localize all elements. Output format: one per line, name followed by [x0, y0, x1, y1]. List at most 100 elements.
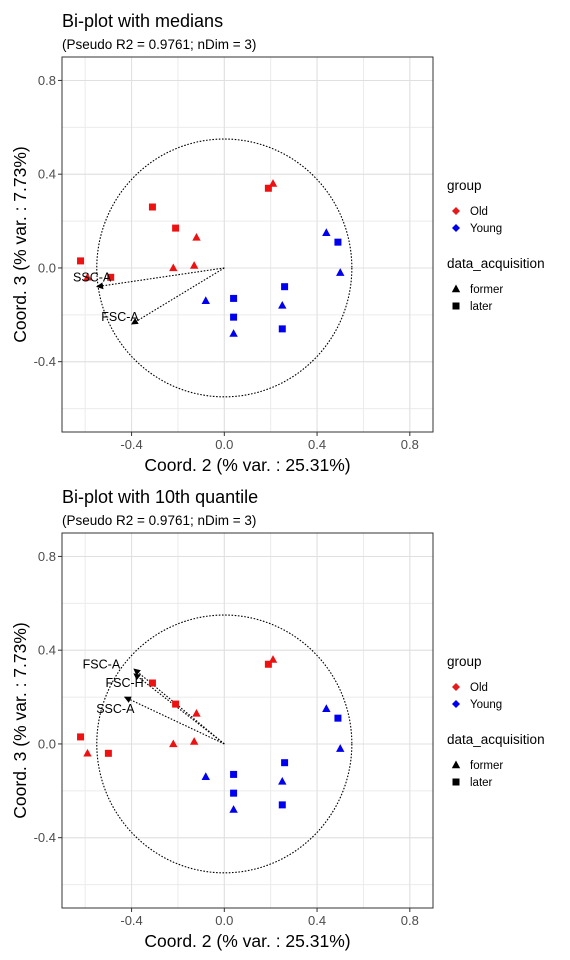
x-tick-label: 0.0 — [215, 437, 233, 452]
legend-group-label: Young — [470, 699, 502, 711]
data-point — [169, 263, 178, 272]
y-tick-label: 0.4 — [38, 167, 56, 182]
plot-area — [62, 533, 433, 908]
data-point — [278, 776, 287, 785]
y-tick-label: 0.8 — [38, 73, 56, 88]
plot-area — [62, 57, 433, 432]
data-point — [322, 704, 331, 712]
y-tick-label: 0.4 — [38, 643, 56, 658]
x-tick-label: -0.4 — [120, 437, 142, 452]
legend-acq-label: former — [470, 760, 503, 772]
chart-title: Bi-plot with medians — [62, 11, 223, 31]
data-point — [264, 660, 272, 668]
data-point — [322, 228, 331, 236]
x-tick-label: -0.4 — [120, 913, 142, 928]
data-point — [336, 744, 345, 752]
data-point — [268, 655, 278, 663]
data-point — [189, 737, 199, 745]
legend-diamond-icon — [452, 683, 460, 691]
data-point — [148, 679, 156, 687]
legend-group-title: group — [447, 178, 482, 193]
legend-triangle-icon — [451, 760, 461, 769]
arrow-label: FSC-A — [83, 657, 121, 671]
data-point — [230, 770, 238, 778]
legend-acq-title: data_acquisition — [447, 256, 545, 271]
chart-panel-2: Bi-plot with 10th quantile (Pseudo R2 = 0… — [10, 487, 545, 951]
data-point — [169, 739, 178, 748]
data-point — [172, 700, 180, 708]
loading-arrow — [96, 267, 225, 290]
x-tick-label: 0.8 — [401, 437, 419, 452]
data-point — [281, 759, 289, 767]
correlation-circle — [96, 614, 353, 874]
x-tick-label: 0.4 — [308, 913, 326, 928]
data-point — [230, 294, 238, 302]
data-point — [192, 708, 201, 717]
legend-square-icon — [452, 302, 460, 310]
data-point — [229, 329, 238, 337]
x-tick-label: 0.4 — [308, 437, 326, 452]
data-point — [172, 224, 180, 232]
data-point — [83, 748, 92, 757]
loading-arrow — [130, 267, 225, 325]
panel-border — [61, 532, 434, 909]
legend-acq-label: later — [470, 301, 493, 313]
data-point — [77, 733, 85, 741]
chart-subtitle: (Pseudo R2 = 0.9761; nDim = 3) — [62, 513, 256, 528]
data-point — [278, 325, 286, 333]
legend-diamond-icon — [452, 700, 460, 708]
y-tick-label: -0.4 — [34, 830, 56, 845]
data-point — [230, 313, 238, 321]
x-tick-label: 0.8 — [401, 913, 419, 928]
grid-lines — [62, 533, 433, 908]
data-point — [278, 300, 287, 309]
data-point — [104, 749, 112, 757]
chart-panel-1: Bi-plot with medians (Pseudo R2 = 0.9761;… — [10, 11, 545, 475]
data-point — [148, 203, 156, 211]
data-point — [268, 179, 278, 187]
data-point — [230, 789, 238, 797]
chart-subtitle: (Pseudo R2 = 0.9761; nDim = 3) — [62, 37, 256, 52]
legend-group-title: group — [447, 654, 482, 669]
legend-square-icon — [452, 778, 460, 786]
legend-group-label: Old — [470, 682, 488, 694]
legend-acq-label: later — [470, 777, 493, 789]
y-axis-label: Coord. 3 (% var. : 7.73%) — [10, 622, 30, 818]
correlation-circle — [96, 138, 353, 398]
data-point — [281, 283, 289, 291]
legend-diamond-icon — [452, 224, 460, 232]
grid-lines — [62, 57, 433, 432]
x-axis-label: Coord. 2 (% var. : 25.31%) — [144, 455, 350, 475]
x-axis-label: Coord. 2 (% var. : 25.31%) — [144, 931, 350, 951]
data-point — [334, 238, 342, 246]
data-point — [201, 772, 210, 780]
data-point — [201, 296, 210, 304]
data-point — [278, 801, 286, 809]
data-point — [77, 257, 85, 265]
y-axis-label: Coord. 3 (% var. : 7.73%) — [10, 146, 30, 342]
y-tick-label: 0.0 — [38, 736, 56, 751]
data-point — [229, 805, 238, 813]
arrow-label: SSC-A — [96, 702, 135, 716]
data-point — [83, 272, 92, 281]
data-point — [192, 232, 201, 241]
legend-group-label: Young — [470, 223, 502, 235]
data-point — [334, 714, 342, 722]
legend-acq-title: data_acquisition — [447, 732, 545, 747]
y-tick-label: 0.8 — [38, 549, 56, 564]
data-point — [189, 261, 199, 269]
legend-triangle-icon — [451, 284, 461, 293]
chart-title: Bi-plot with 10th quantile — [62, 487, 258, 507]
data-point — [107, 273, 115, 281]
arrow-label: SSC-A — [73, 270, 112, 284]
y-tick-label: 0.0 — [38, 260, 56, 275]
legend-group-label: Old — [470, 206, 488, 218]
panel-border — [61, 56, 434, 433]
loading-arrow — [123, 696, 225, 745]
legend-diamond-icon — [452, 207, 460, 215]
arrow-label: FSC-A — [101, 310, 139, 324]
legend-acq-label: former — [470, 284, 503, 296]
